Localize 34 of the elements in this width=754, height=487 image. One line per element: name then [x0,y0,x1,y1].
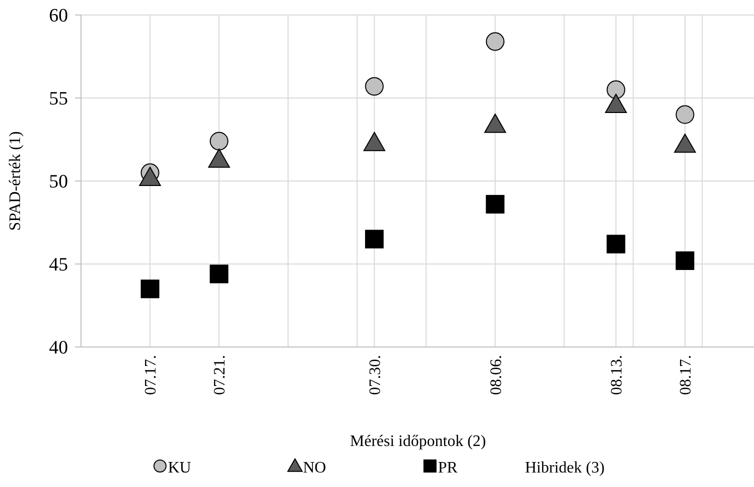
point [606,80,626,99]
point [674,134,696,153]
y-tick-label: 60 [49,6,68,27]
point [605,94,627,113]
point [365,230,384,248]
x-tick-label: 08.06. [488,355,505,395]
y-axis-title: SPAD-érték (1) [7,131,24,231]
y-tick-label: 40 [49,338,68,359]
point [210,264,228,284]
x-tick-label: 08.13. [608,355,626,395]
point [486,194,504,214]
x-tick-label: 07.17. [142,355,160,395]
point [208,148,230,168]
x-axis-title: Mérési időpontok (2) [350,433,486,450]
point [363,132,386,152]
legend-label: KU [168,460,192,477]
point [486,32,504,51]
x-tick-label: 07.21. [212,355,229,395]
legend-title: Hibridek (3) [525,460,605,477]
point [676,105,694,124]
point [139,166,161,186]
point [484,114,506,133]
point [140,280,160,298]
y-tick-label: 50 [49,172,68,193]
point [606,234,626,254]
point [365,77,384,96]
x-tick-label: 07.30. [366,355,384,395]
point [676,251,694,270]
legend-label: NO [303,460,326,477]
x-tick-label: 08.17. [678,355,695,395]
y-tick-label: 45 [49,254,68,276]
point [210,132,228,150]
legend-label: PR [438,460,458,477]
y-tick-label: 55 [49,88,68,110]
